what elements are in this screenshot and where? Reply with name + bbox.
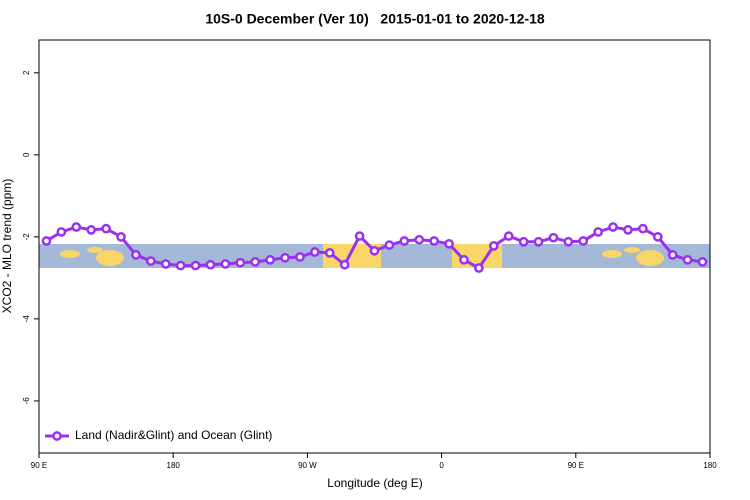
data-point	[384, 240, 395, 250]
y-tick-label: -2	[22, 233, 31, 241]
data-point	[503, 231, 514, 241]
y-tick-label: -4	[22, 315, 31, 323]
data-point	[205, 259, 216, 270]
data-point	[667, 250, 678, 260]
data-point	[310, 247, 320, 257]
data-point	[518, 236, 529, 247]
data-point	[414, 234, 425, 245]
data-point	[324, 248, 335, 258]
data-point	[474, 263, 484, 273]
y-axis-label: XCO2 - MLO trend (ppm)	[0, 179, 14, 314]
legend-label: Land (Nadir&Glint) and Ocean (Glint)	[75, 428, 272, 442]
data-point	[265, 254, 275, 265]
x-tick-label: 0	[439, 461, 444, 470]
data-point	[697, 257, 708, 267]
land-australia	[636, 250, 664, 266]
legend-marker	[52, 431, 62, 441]
x-tick-label: 90 E	[31, 461, 47, 470]
data-point	[131, 250, 141, 260]
y-tick-label: -6	[22, 397, 31, 405]
land-island	[602, 250, 622, 258]
data-point	[399, 236, 410, 246]
data-point	[220, 259, 231, 269]
data-point	[563, 236, 574, 247]
data-point	[41, 236, 52, 246]
data-point	[295, 252, 305, 262]
data-point	[638, 223, 648, 234]
data-point	[235, 257, 246, 268]
data-point	[652, 232, 663, 242]
data-point	[56, 227, 67, 237]
data-point	[116, 232, 126, 242]
data-point	[160, 259, 171, 269]
data-point	[444, 238, 454, 249]
data-point	[190, 260, 201, 271]
x-tick-label: 90 E	[568, 461, 584, 470]
y-tick-label: 0	[22, 152, 31, 157]
data-point	[593, 227, 604, 237]
data-point	[250, 257, 261, 267]
data-point	[145, 256, 156, 266]
x-tick-label: 90 W	[298, 461, 317, 470]
data-point	[175, 260, 186, 271]
data-point	[86, 225, 97, 235]
chart-title: 10S-0 December (Ver 10) 2015-01-01 to 20…	[205, 11, 545, 27]
land-island	[60, 250, 80, 258]
data-point	[533, 236, 544, 247]
x-tick-label: 180	[703, 461, 717, 470]
data-point	[623, 225, 633, 235]
plot-frame	[38, 39, 711, 454]
data-point	[608, 222, 618, 232]
data-point	[548, 232, 559, 243]
data-point	[578, 236, 589, 246]
y-tick-label: 2	[22, 70, 31, 75]
x-axis-label: Longitude (deg E)	[327, 476, 422, 490]
data-point	[101, 223, 111, 234]
land-australia	[96, 250, 124, 266]
data-point	[682, 254, 693, 265]
data-point	[354, 231, 365, 241]
data-point	[339, 259, 350, 270]
x-tick-label: 180	[167, 461, 181, 470]
data-point	[280, 252, 290, 263]
land-island	[624, 247, 640, 253]
land-island	[87, 247, 103, 253]
data-point	[71, 222, 82, 232]
data-point	[459, 254, 469, 265]
data-point	[429, 236, 439, 246]
data-point	[488, 241, 499, 251]
data-point	[369, 245, 380, 256]
